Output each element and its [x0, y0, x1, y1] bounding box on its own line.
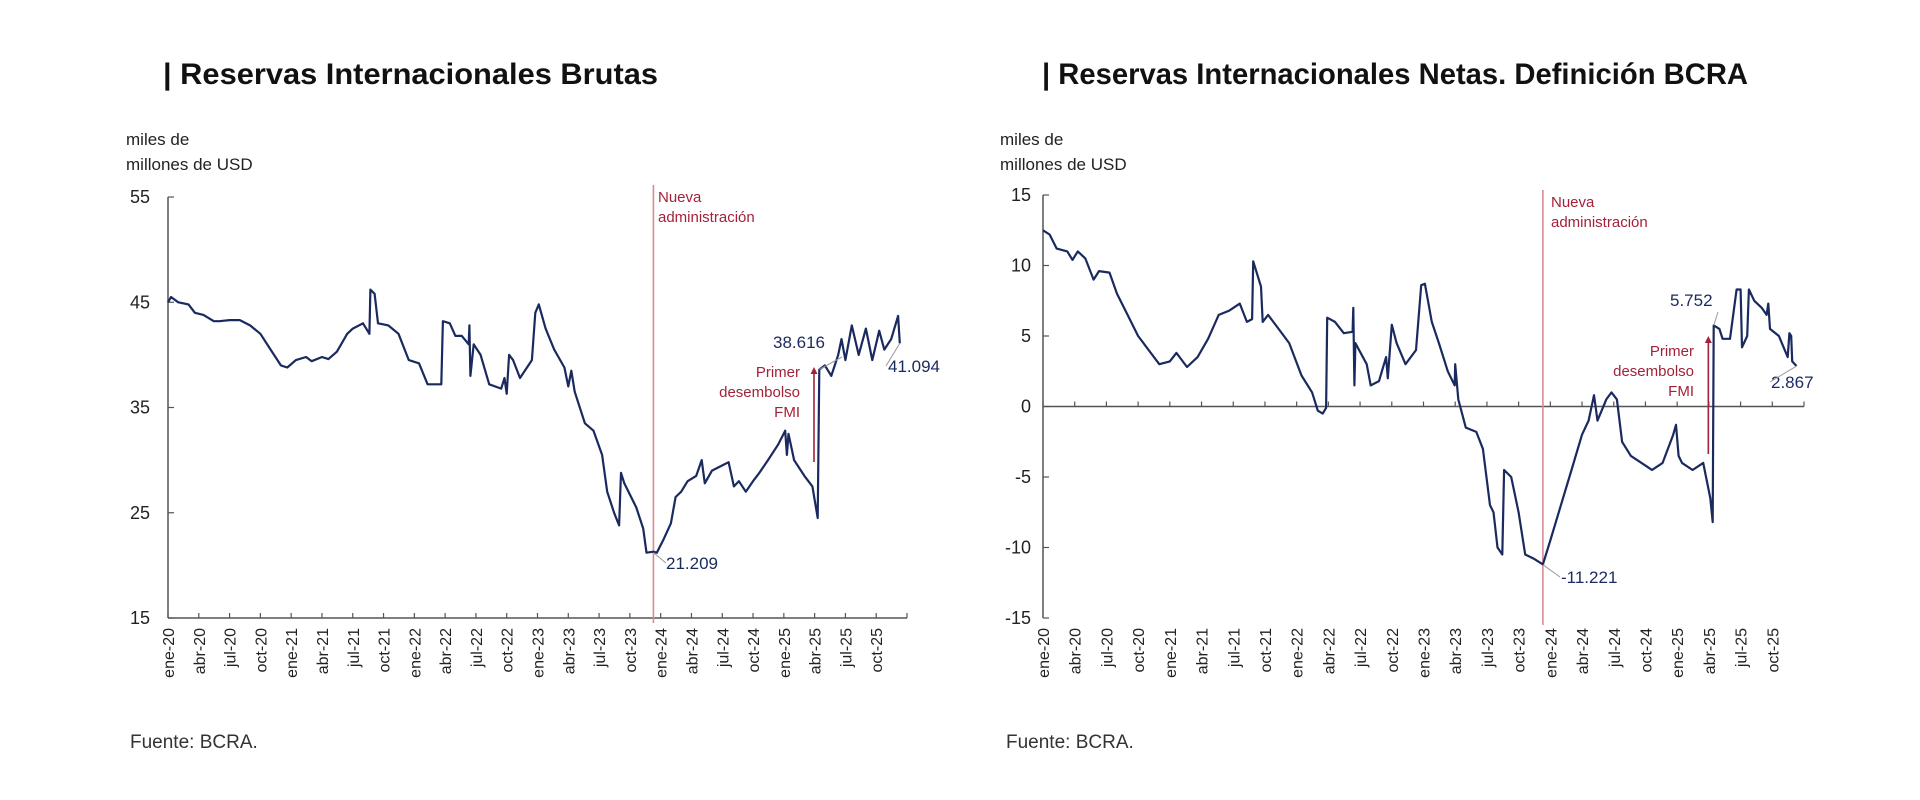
x-tick-label: jul-20: [1099, 628, 1116, 668]
source-note: Fuente: BCRA.: [1006, 732, 1134, 753]
x-tick-label: jul-24: [1607, 628, 1624, 668]
x-tick-label: ene-20: [1036, 628, 1053, 678]
x-tick-label: oct-22: [1385, 628, 1402, 673]
arrow-label: desembolso: [719, 384, 800, 401]
x-tick-label: jul-25: [838, 628, 855, 668]
x-tick-label: abr-21: [1195, 628, 1212, 674]
x-tick-label: oct-24: [746, 628, 763, 673]
y-tick-label: 45: [130, 292, 150, 312]
source-note: Fuente: BCRA.: [130, 732, 258, 753]
series-line: [167, 288, 901, 554]
x-tick-label: abr-20: [1068, 628, 1085, 674]
annotation-leader-line: [1542, 564, 1561, 578]
x-tick-label: ene-22: [407, 628, 424, 678]
y-tick-label: 0: [1021, 397, 1031, 417]
data-label-last: 2.867: [1771, 373, 1814, 392]
x-tick-label: ene-23: [1417, 628, 1434, 678]
x-tick-label: abr-25: [808, 628, 825, 674]
x-tick-label: ene-23: [531, 628, 548, 678]
annotation-leader-line: [653, 552, 667, 564]
x-tick-label: jul-24: [715, 628, 732, 668]
x-tick-label: abr-20: [192, 628, 209, 674]
x-tick-label: abr-24: [684, 628, 701, 674]
event-label: Nueva: [1551, 194, 1595, 211]
x-tick-label: jul-22: [1353, 628, 1370, 668]
data-label-imf: 5.752: [1670, 291, 1713, 310]
x-tick-label: abr-21: [315, 628, 332, 674]
y-tick-label: 10: [1011, 256, 1031, 276]
x-tick-label: oct-22: [500, 628, 517, 673]
x-tick-label: jul-25: [1734, 628, 1751, 668]
x-tick-label: ene-24: [1543, 628, 1560, 678]
y-tick-label: -15: [1005, 608, 1031, 628]
annotation-leader-line: [885, 343, 901, 367]
x-tick-label: abr-24: [1575, 628, 1592, 674]
x-tick-label: abr-25: [1702, 628, 1719, 674]
y-axis-unit-label: miles de: [126, 130, 189, 149]
series-line: [1042, 229, 1798, 566]
data-label-imf: 38.616: [773, 333, 825, 352]
x-tick-label: ene-20: [161, 628, 178, 678]
x-tick-label: oct-21: [377, 628, 394, 673]
chart-title: | Reservas Internacionales Brutas: [163, 58, 658, 91]
event-label: administración: [1551, 214, 1648, 231]
arrow-label: FMI: [1668, 383, 1694, 400]
x-tick-label: ene-24: [654, 628, 671, 678]
x-tick-label: jul-22: [469, 628, 486, 668]
x-tick-label: ene-21: [1163, 628, 1180, 678]
y-axis-unit-label: miles de: [1000, 130, 1063, 149]
imf-arrow-head: [1704, 336, 1712, 343]
annotation-leader-line: [1713, 311, 1719, 326]
imf-arrow-head: [810, 367, 818, 374]
arrow-label: FMI: [774, 404, 800, 421]
x-tick-label: abr-22: [1321, 628, 1338, 674]
annotation-leader-line: [819, 356, 843, 370]
y-axis-unit-label: millones de USD: [1000, 155, 1127, 174]
x-tick-label: oct-24: [1638, 628, 1655, 673]
x-tick-label: ene-25: [777, 628, 794, 678]
y-tick-label: 55: [130, 187, 150, 207]
x-tick-label: jul-23: [592, 628, 609, 668]
x-tick-label: ene-25: [1670, 628, 1687, 678]
y-axis-unit-label: millones de USD: [126, 155, 253, 174]
x-tick-label: abr-23: [561, 628, 578, 674]
chart-net-reserves: | Reservas Internacionales Netas. Defini…: [1000, 58, 1814, 753]
x-tick-label: jul-21: [346, 628, 363, 668]
annotation-leader-line: [1769, 365, 1797, 383]
y-tick-label: 15: [130, 608, 150, 628]
x-tick-label: abr-23: [1448, 628, 1465, 674]
x-tick-label: abr-22: [438, 628, 455, 674]
x-tick-label: oct-23: [1512, 628, 1529, 673]
data-label-last: 41.094: [888, 357, 940, 376]
arrow-label: desembolso: [1613, 363, 1694, 380]
chart-title: | Reservas Internacionales Netas. Defini…: [1042, 58, 1748, 91]
y-tick-label: -10: [1005, 538, 1031, 558]
chart-gross-reserves: | Reservas Internacionales Brutas miles …: [126, 58, 940, 753]
event-label: Nueva: [658, 189, 702, 206]
x-tick-label: oct-21: [1258, 628, 1275, 673]
data-label-min: -11.221: [1561, 568, 1617, 587]
arrow-label: Primer: [1650, 343, 1694, 360]
y-tick-label: 5: [1021, 326, 1031, 346]
y-tick-label: -5: [1015, 467, 1031, 487]
x-tick-label: oct-25: [1765, 628, 1782, 673]
y-tick-label: 25: [130, 503, 150, 523]
x-tick-label: jul-20: [223, 628, 240, 668]
x-tick-label: oct-23: [623, 628, 640, 673]
data-label-min: 21.209: [666, 554, 718, 573]
y-tick-label: 35: [130, 398, 150, 418]
x-tick-label: jul-23: [1480, 628, 1497, 668]
x-tick-label: ene-22: [1290, 628, 1307, 678]
x-tick-label: ene-21: [284, 628, 301, 678]
x-tick-label: oct-20: [1131, 628, 1148, 673]
x-tick-label: oct-25: [869, 628, 886, 673]
arrow-label: Primer: [756, 364, 800, 381]
event-label: administración: [658, 209, 755, 226]
x-tick-label: jul-21: [1226, 628, 1243, 668]
y-tick-label: 15: [1011, 185, 1031, 205]
x-tick-label: oct-20: [253, 628, 270, 673]
